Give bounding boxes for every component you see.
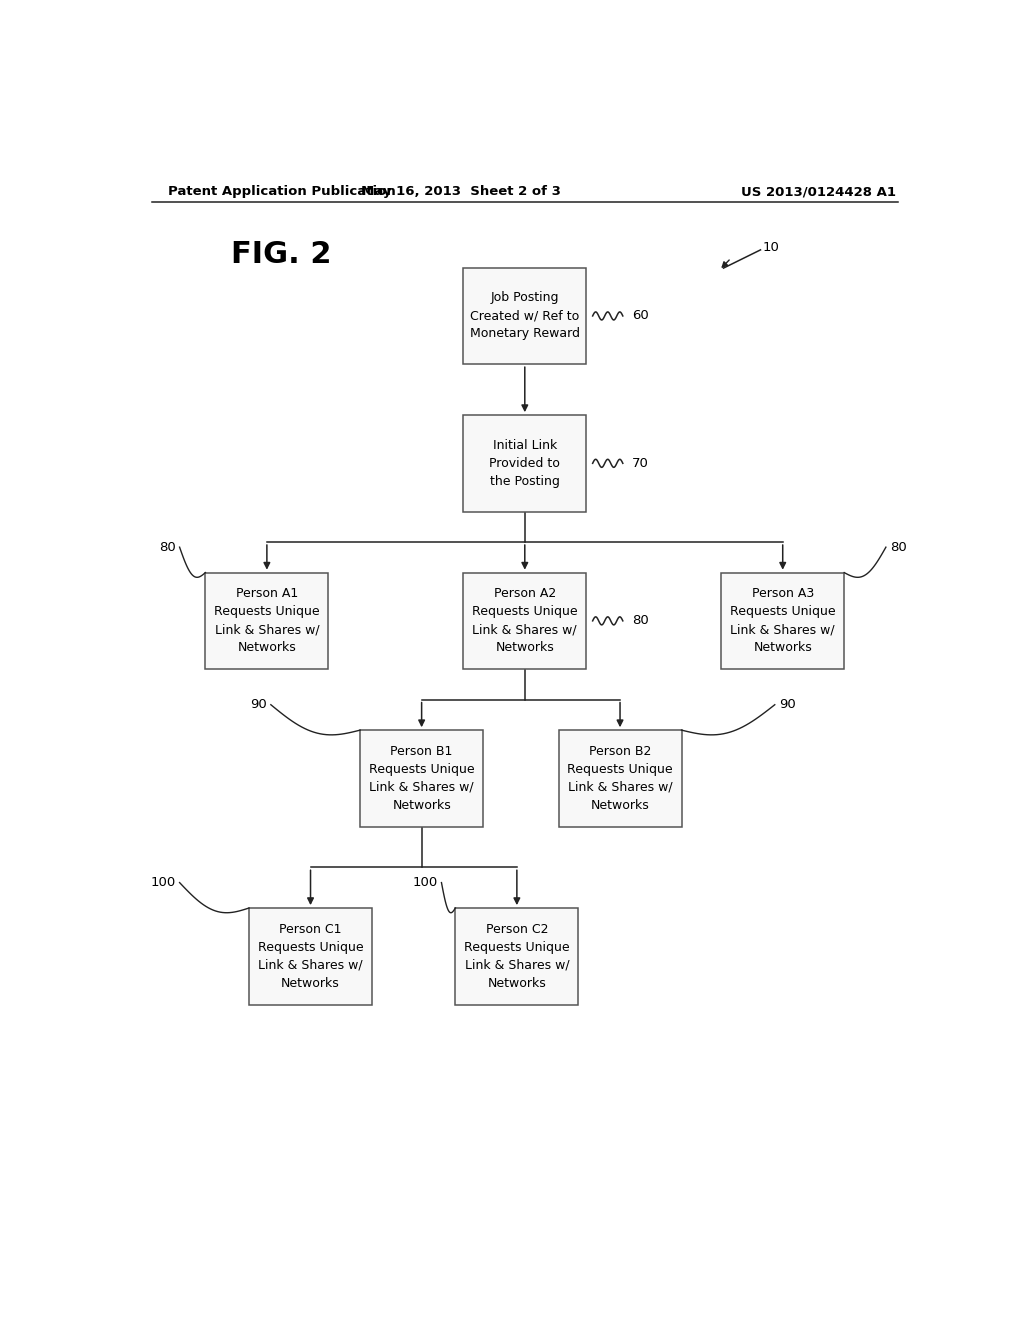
Text: 10: 10 <box>763 242 779 255</box>
Text: Person C2
Requests Unique
Link & Shares w/
Networks: Person C2 Requests Unique Link & Shares … <box>464 923 569 990</box>
Text: 60: 60 <box>633 309 649 322</box>
Text: Person A3
Requests Unique
Link & Shares w/
Networks: Person A3 Requests Unique Link & Shares … <box>730 587 836 655</box>
Text: Person B1
Requests Unique
Link & Shares w/
Networks: Person B1 Requests Unique Link & Shares … <box>369 744 474 812</box>
Text: FIG. 2: FIG. 2 <box>231 240 332 269</box>
Text: 90: 90 <box>250 698 267 711</box>
FancyBboxPatch shape <box>721 573 844 669</box>
FancyBboxPatch shape <box>463 414 587 512</box>
Text: 80: 80 <box>890 541 906 553</box>
Text: Person A1
Requests Unique
Link & Shares w/
Networks: Person A1 Requests Unique Link & Shares … <box>214 587 319 655</box>
FancyBboxPatch shape <box>456 908 579 1005</box>
Text: Job Posting
Created w/ Ref to
Monetary Reward: Job Posting Created w/ Ref to Monetary R… <box>470 292 580 341</box>
Text: 70: 70 <box>633 457 649 470</box>
FancyBboxPatch shape <box>463 268 587 364</box>
Text: Person C1
Requests Unique
Link & Shares w/
Networks: Person C1 Requests Unique Link & Shares … <box>258 923 364 990</box>
Text: US 2013/0124428 A1: US 2013/0124428 A1 <box>741 185 896 198</box>
Text: 100: 100 <box>151 876 176 890</box>
Text: Person B2
Requests Unique
Link & Shares w/
Networks: Person B2 Requests Unique Link & Shares … <box>567 744 673 812</box>
Text: Person A2
Requests Unique
Link & Shares w/
Networks: Person A2 Requests Unique Link & Shares … <box>472 587 578 655</box>
Text: Initial Link
Provided to
the Posting: Initial Link Provided to the Posting <box>489 438 560 488</box>
FancyBboxPatch shape <box>206 573 329 669</box>
FancyBboxPatch shape <box>360 730 483 826</box>
Text: 80: 80 <box>633 614 649 627</box>
Text: Patent Application Publication: Patent Application Publication <box>168 185 395 198</box>
Text: 80: 80 <box>159 541 176 553</box>
FancyBboxPatch shape <box>463 573 587 669</box>
Text: 100: 100 <box>413 876 437 890</box>
Text: May 16, 2013  Sheet 2 of 3: May 16, 2013 Sheet 2 of 3 <box>361 185 561 198</box>
FancyBboxPatch shape <box>249 908 372 1005</box>
Text: 90: 90 <box>778 698 796 711</box>
FancyBboxPatch shape <box>558 730 682 826</box>
